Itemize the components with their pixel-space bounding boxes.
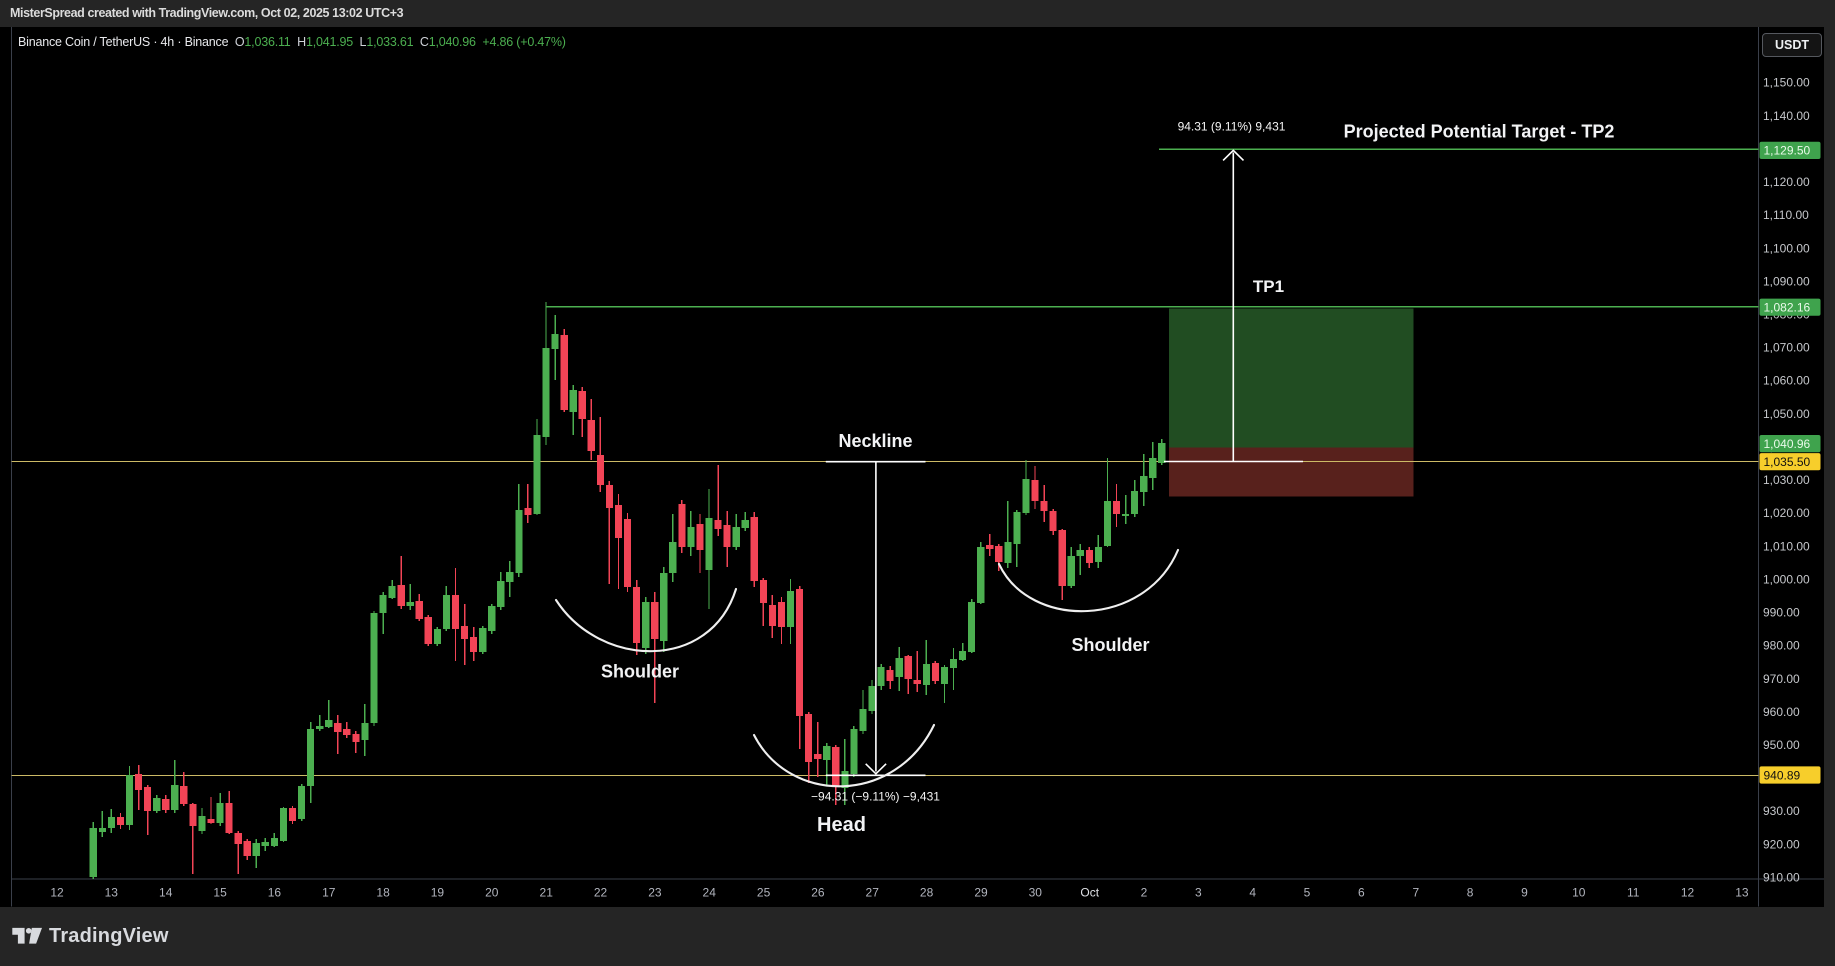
svg-text:1,140.00: 1,140.00 (1763, 109, 1810, 123)
svg-text:Projected Potential Target - T: Projected Potential Target - TP2 (1344, 122, 1615, 142)
svg-text:7: 7 (1412, 886, 1419, 900)
svg-text:−94.31 (−9.11%) −9,431: −94.31 (−9.11%) −9,431 (811, 790, 940, 804)
svg-text:1,070.00: 1,070.00 (1763, 341, 1810, 355)
svg-text:1,090.00: 1,090.00 (1763, 274, 1810, 288)
svg-text:1,100.00: 1,100.00 (1763, 241, 1810, 255)
svg-text:29: 29 (974, 886, 988, 900)
svg-text:TP1: TP1 (1253, 277, 1284, 296)
svg-text:1,110.00: 1,110.00 (1763, 208, 1809, 222)
svg-text:94.31 (9.11%) 9,431: 94.31 (9.11%) 9,431 (1178, 120, 1286, 134)
svg-text:15: 15 (213, 886, 227, 900)
svg-text:1,050.00: 1,050.00 (1763, 407, 1810, 421)
svg-text:920.00: 920.00 (1763, 837, 1800, 851)
svg-text:19: 19 (431, 886, 445, 900)
svg-text:4: 4 (1249, 886, 1256, 900)
svg-text:930.00: 930.00 (1763, 804, 1800, 818)
svg-text:26: 26 (811, 886, 825, 900)
svg-text:17: 17 (322, 886, 336, 900)
svg-text:24: 24 (703, 886, 717, 900)
svg-text:12: 12 (1681, 886, 1695, 900)
svg-text:1,060.00: 1,060.00 (1763, 374, 1810, 388)
svg-text:21: 21 (540, 886, 554, 900)
svg-text:1,020.00: 1,020.00 (1763, 506, 1810, 520)
svg-text:25: 25 (757, 886, 771, 900)
svg-text:8: 8 (1467, 886, 1474, 900)
svg-text:3: 3 (1195, 886, 1202, 900)
svg-text:14: 14 (159, 886, 173, 900)
svg-text:1,030.00: 1,030.00 (1763, 473, 1810, 487)
svg-text:990.00: 990.00 (1763, 606, 1800, 620)
svg-text:22: 22 (594, 886, 608, 900)
svg-text:1,010.00: 1,010.00 (1763, 539, 1810, 553)
svg-text:6: 6 (1358, 886, 1365, 900)
svg-text:30: 30 (1029, 886, 1043, 900)
svg-text:1,000.00: 1,000.00 (1763, 572, 1810, 586)
svg-text:27: 27 (866, 886, 880, 900)
svg-text:11: 11 (1627, 886, 1640, 900)
svg-text:18: 18 (376, 886, 390, 900)
svg-text:Shoulder: Shoulder (1071, 635, 1149, 655)
svg-text:Neckline: Neckline (838, 431, 912, 451)
svg-text:1,120.00: 1,120.00 (1763, 175, 1810, 189)
svg-text:20: 20 (485, 886, 499, 900)
svg-text:980.00: 980.00 (1763, 639, 1800, 653)
svg-text:13: 13 (105, 886, 119, 900)
svg-text:12: 12 (50, 886, 64, 900)
svg-text:5: 5 (1304, 886, 1311, 900)
svg-text:1,150.00: 1,150.00 (1763, 76, 1810, 90)
svg-text:2: 2 (1141, 886, 1148, 900)
svg-text:Head: Head (817, 814, 866, 836)
svg-text:16: 16 (268, 886, 282, 900)
svg-text:13: 13 (1735, 886, 1749, 900)
svg-text:950.00: 950.00 (1763, 738, 1800, 752)
svg-text:1,082.16: 1,082.16 (1764, 301, 1811, 315)
svg-text:10: 10 (1572, 886, 1586, 900)
svg-text:1,035.50: 1,035.50 (1764, 455, 1811, 469)
svg-text:28: 28 (920, 886, 934, 900)
svg-text:940.89: 940.89 (1764, 768, 1801, 782)
svg-text:970.00: 970.00 (1763, 672, 1800, 686)
svg-text:Shoulder: Shoulder (601, 662, 679, 682)
svg-text:1,040.96: 1,040.96 (1764, 437, 1811, 451)
svg-text:910.00: 910.00 (1763, 871, 1800, 885)
svg-text:9: 9 (1521, 886, 1528, 900)
svg-text:1,129.50: 1,129.50 (1764, 144, 1811, 158)
svg-text:Oct: Oct (1080, 886, 1099, 900)
svg-text:960.00: 960.00 (1763, 705, 1800, 719)
svg-text:23: 23 (648, 886, 662, 900)
